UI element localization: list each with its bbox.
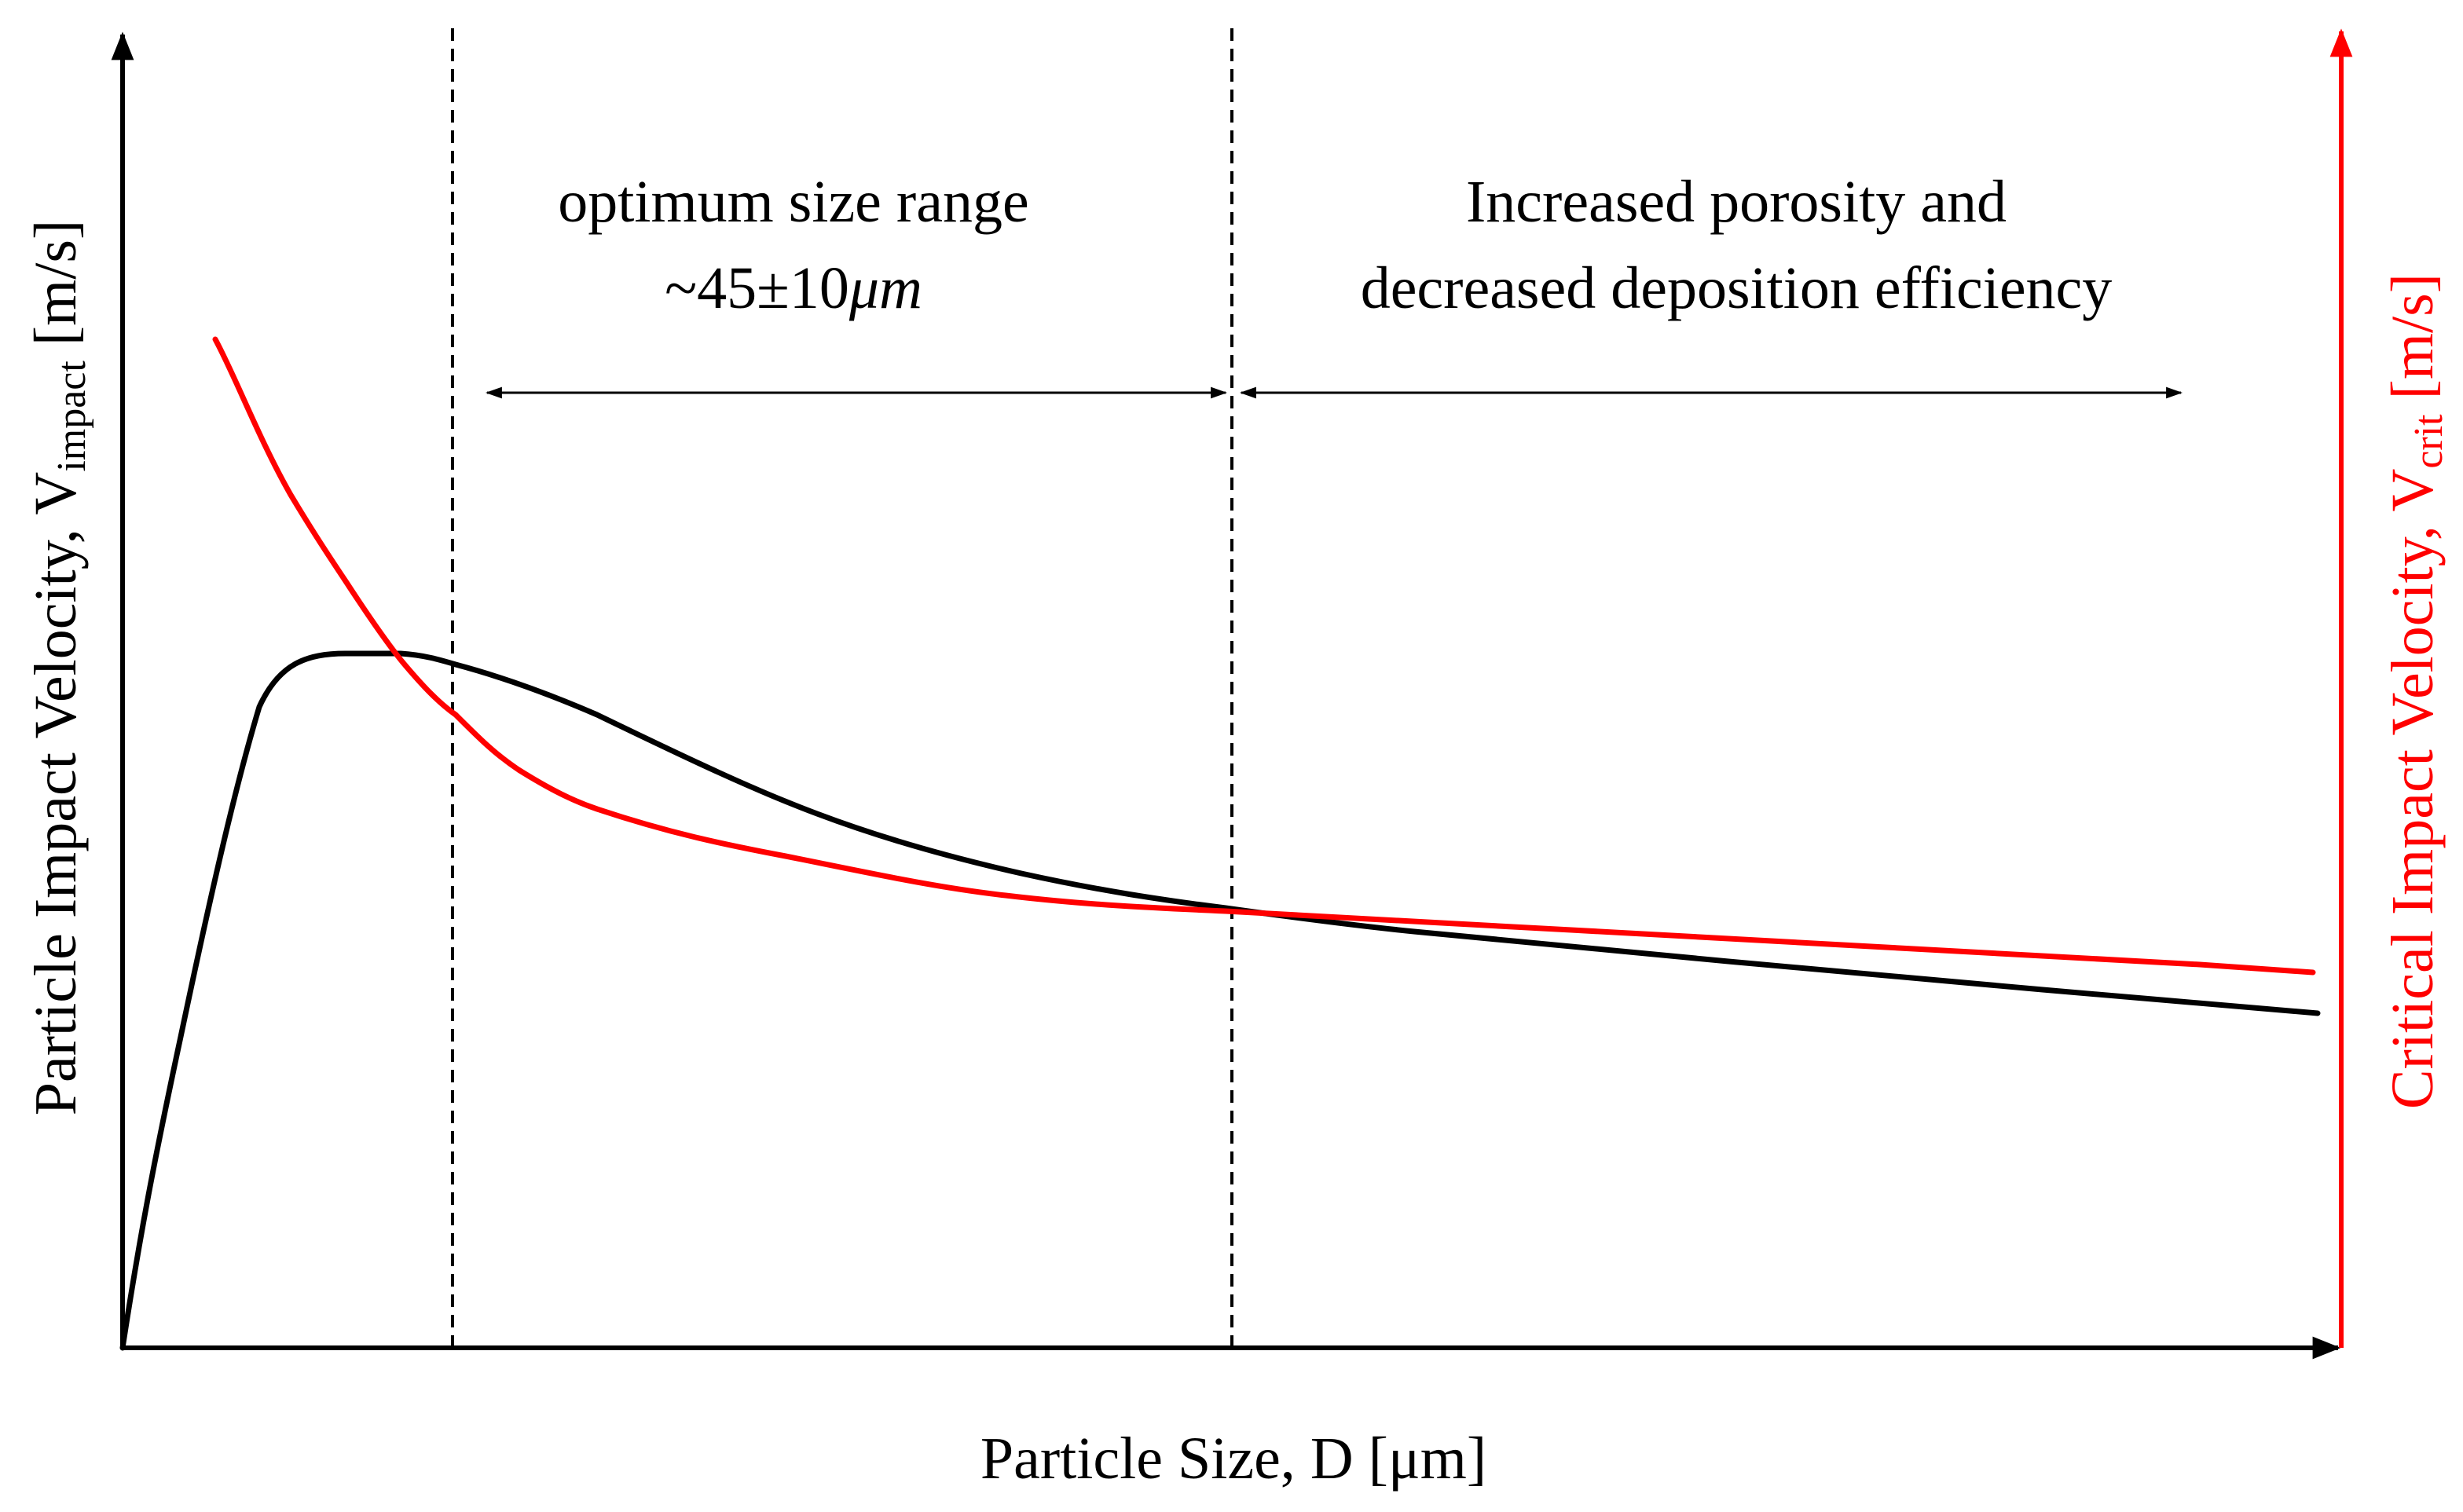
y2-axis-label: Critical Impact Velocity, Vcrit [m/s] bbox=[2380, 273, 2451, 1109]
impact-velocity-curve bbox=[119, 650, 2321, 1351]
y-axis-label-unit: [m/s] bbox=[23, 220, 89, 361]
y2-axis-label-text: Critical Impact Velocity, V bbox=[2380, 469, 2446, 1110]
annotation: decreased deposition efficiency bbox=[1361, 255, 2113, 321]
y2-axis-label-unit: [m/s] bbox=[2380, 273, 2446, 414]
annotation: Increased porosity and bbox=[1466, 169, 2007, 235]
annotation: ~45±10μm bbox=[665, 255, 922, 321]
y-axis-label-subscript: impact bbox=[49, 361, 94, 472]
annotation-unit: μm bbox=[848, 255, 922, 321]
annotation: optimum size range bbox=[558, 169, 1028, 235]
y-axis-label-text: Particle Impact Velocity, V bbox=[23, 472, 89, 1116]
x-axis-label: Particle Size, D [μm] bbox=[980, 1426, 1486, 1492]
y2-axis-label-subscript: crit bbox=[2406, 414, 2451, 469]
annotation-value: ~45±10 bbox=[665, 255, 849, 321]
y-axis-label: Particle Impact Velocity, Vimpact [m/s] bbox=[23, 220, 94, 1116]
critical-velocity-curve bbox=[212, 336, 2316, 976]
